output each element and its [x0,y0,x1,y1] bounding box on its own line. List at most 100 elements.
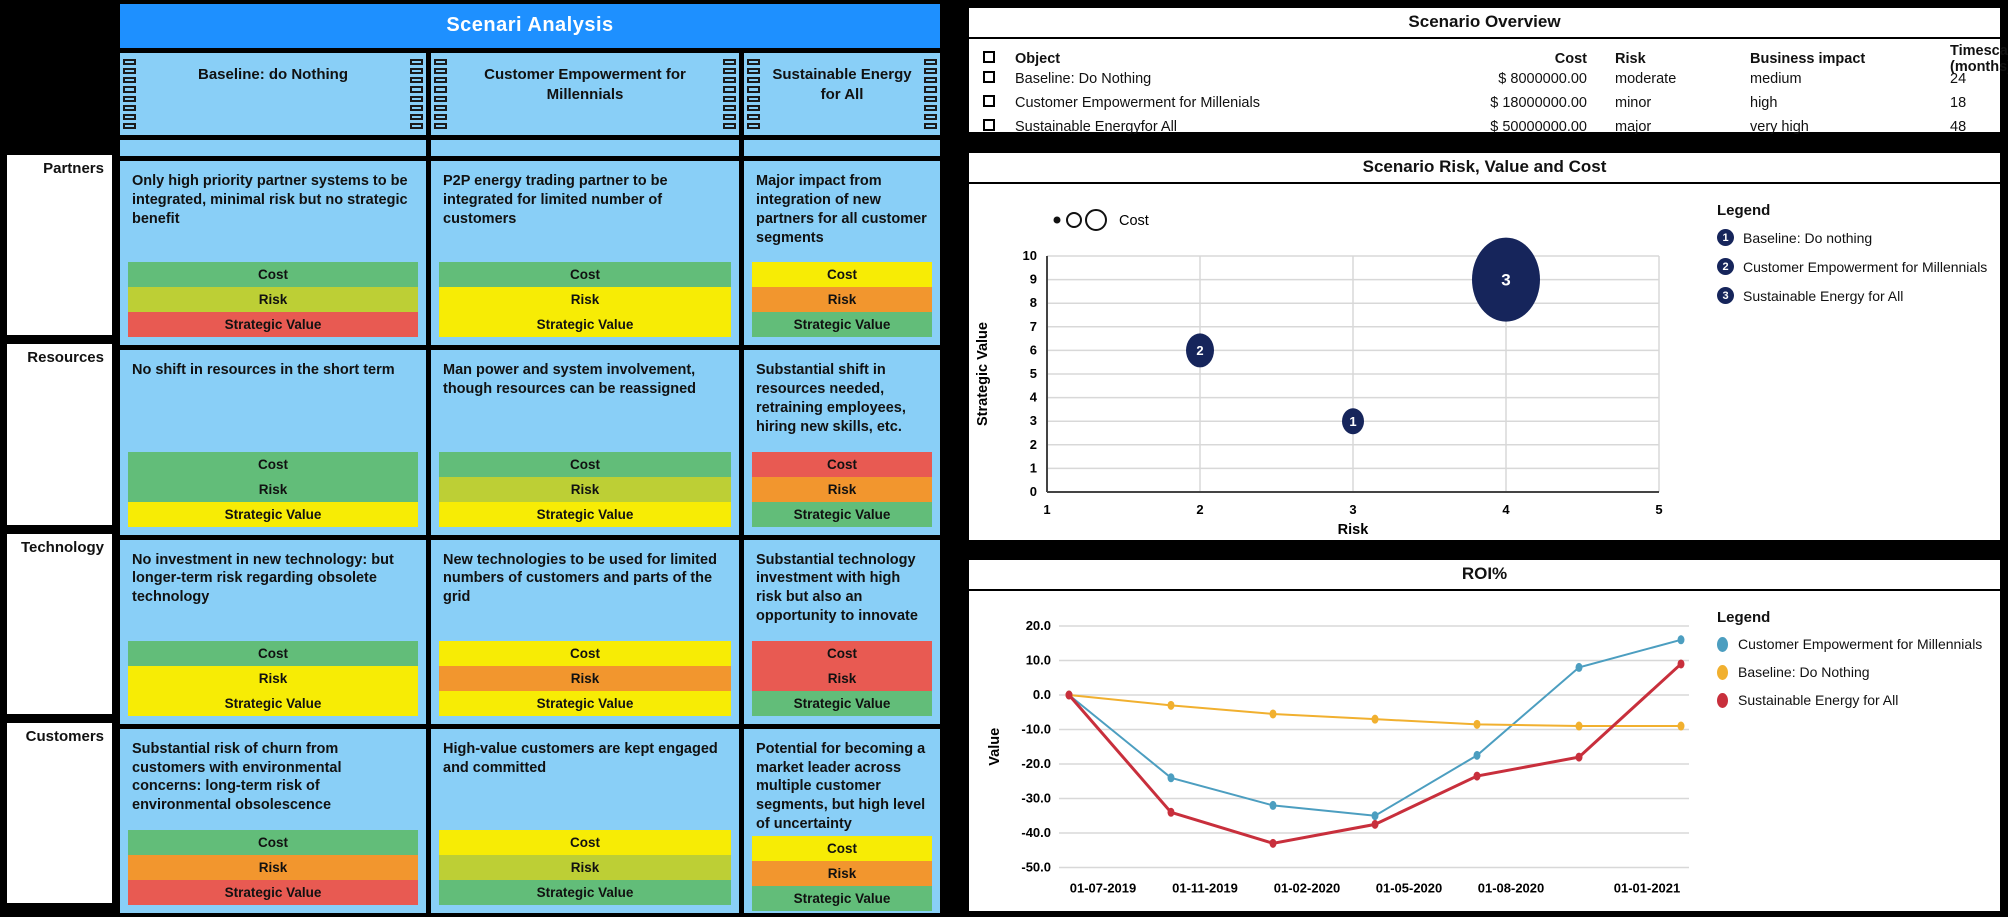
svg-text:01-05-2020: 01-05-2020 [1376,881,1443,896]
checkbox-icon[interactable] [983,95,995,107]
legend-dot-icon [1717,636,1728,652]
rating-bar-risk: Risk [128,855,418,880]
overview-cell-impact: very high [1750,119,1809,135]
scenario-cell-text: No shift in resources in the short term [132,362,395,379]
overview-row-checkbox[interactable] [983,71,1015,87]
filmstrip-hole-icon [123,68,136,75]
legend-label: Baseline: Do nothing [1743,229,1873,246]
rating-bar-risk: Risk [752,860,932,886]
rating-bar-risk: Risk [128,476,418,502]
svg-text:01-11-2019: 01-11-2019 [1172,881,1238,896]
filmstrip-hole-icon [434,113,447,120]
svg-text:-50.0: -50.0 [1021,860,1051,875]
overview-header-object: Object [1015,51,1061,67]
risk-value-cost-title: Scenario Risk, Value and Cost [969,153,2000,184]
row-label-technology: Technology [4,530,115,717]
scenario-cell-text: Substantial risk of churn from customers… [132,740,342,814]
filmstrip-hole-icon [123,86,136,93]
filmstrip-hole-icon [410,86,423,93]
rating-bar-cost: Cost [128,451,418,477]
overview-header-business-impact: Business impact [1750,51,1866,67]
filmstrip-hole-icon [747,104,760,111]
scenario-cell: Man power and system involvement, though… [431,350,739,535]
overview-row-checkbox[interactable] [983,119,1015,135]
row-label-resources: Resources [4,341,115,528]
rating-bars: Cost Risk Strategic Value [128,830,418,905]
rating-bar-risk: Risk [439,665,731,691]
svg-text:2: 2 [1196,343,1203,358]
overview-header-checkbox[interactable] [983,51,1015,67]
scenario-cell: Potential for becoming a market leader a… [744,728,940,913]
scenario-cell: Substantial risk of churn from customers… [120,728,426,913]
overview-header-row: Object Cost Risk Business impact Timescale (… [983,43,2008,75]
filmstrip-hole-icon [434,122,447,129]
filmstrip-hole-icon [123,122,136,129]
scenario-column-label: Customer Empowerment for Millennials [484,66,686,103]
overview-row-checkbox[interactable] [983,95,1015,111]
svg-text:5: 5 [1030,366,1037,381]
svg-text:3: 3 [1349,502,1356,517]
filmstrip-hole-icon [123,104,136,111]
filmstrip-hole-icon [410,122,423,129]
checkbox-icon[interactable] [983,119,995,131]
svg-text:2: 2 [1196,502,1203,517]
overview-cell-risk: moderate [1615,71,1677,87]
filmstrip-hole-icon [410,68,423,75]
scenario-column-label: Baseline: do Nothing [198,66,348,83]
bubble-point-1: 1 [1342,408,1364,435]
scenario-overview-table: Object Cost Risk Business impact Timescale (… [969,39,2008,139]
legend-label: Sustainable Energy for All [1738,692,1899,708]
rating-bar-strategic-value: Strategic Value [128,312,418,338]
overview-cell-risk: minor [1615,95,1652,111]
overview-cell-impact: medium [1750,71,1802,87]
overview-cell-risk: major [1615,119,1652,135]
spacer-row-cell [431,140,739,156]
overview-header-timescale-months-: Timescale (months) [1950,43,2008,75]
legend-number-icon: 1 [1717,229,1734,246]
svg-text:01-07-2019: 01-07-2019 [1070,881,1137,896]
svg-text:-10.0: -10.0 [1021,722,1051,737]
rating-bar-cost: Cost [128,830,418,855]
svg-text:Cost: Cost [1119,213,1149,229]
roi-legend-item: Sustainable Energy for All [1717,692,2002,708]
scenario-overview-title: Scenario Overview [969,8,2000,39]
filmstrip-hole-icon [434,59,447,66]
svg-text:10: 10 [1023,248,1037,263]
bubble-plot: Cost 0 1 2 3 4 5 6 7 8 9 10 1 2 3 4 5 Risk Strategic Value… [969,184,1709,549]
bubble-xlabel: Risk [1338,522,1370,538]
rating-bar-risk: Risk [128,665,418,691]
legend-label: Sustainable Energy for All [1743,287,1904,304]
filmstrip-icon [120,53,139,135]
svg-text:2: 2 [1030,437,1037,452]
filmstrip-icon [431,53,450,135]
svg-text:1: 1 [1030,460,1037,475]
rating-bars: Cost Risk Strategic Value [439,262,731,338]
overview-cell-cost: $ 18000000.00 [1490,95,1587,111]
overview-row: Sustainable Energyfor All $ 50000000.00 ma… [983,115,1982,139]
checkbox-icon[interactable] [983,71,995,83]
rating-bar-cost: Cost [752,451,932,477]
roi-legend-item: Customer Empowerment for Millennials [1717,636,2002,652]
rating-bars: Cost Risk Strategic Value [752,640,932,716]
scenario-cell-text: Man power and system involvement, though… [443,362,697,398]
overview-cell-object: Baseline: Do Nothing [1015,71,1152,87]
rating-bar-strategic-value: Strategic Value [128,690,418,716]
rating-bar-cost: Cost [752,640,932,666]
svg-text:9: 9 [1030,272,1037,287]
checkbox-icon[interactable] [983,51,995,63]
bubble-point-2: 2 [1186,333,1214,368]
risk-value-cost-panel: Scenario Risk, Value and Cost Cost 0 1 2 3 4 5… [966,150,2003,543]
scenario-overview-panel: Scenario Overview Object Cost Risk Business… [966,5,2008,135]
roi-legend: Legend Customer Empowerment for Millenni… [1717,609,2002,720]
bubble-legend: Legend 1 Baseline: Do nothing 2 Customer Em… [1717,202,2002,316]
filmstrip-hole-icon [924,59,937,66]
scenario-cell-text: High-value customers are kept engaged an… [443,740,718,776]
svg-text:4: 4 [1502,502,1510,517]
filmstrip-hole-icon [723,59,736,66]
rating-bar-risk: Risk [752,476,932,502]
filmstrip-hole-icon [410,104,423,111]
scenario-cell: Substantial shift in resources needed, r… [744,350,940,535]
bubble-legend-item: 2 Customer Empowerment for Millennials [1717,258,2002,275]
roi-plot: 20.0 10.0 0.0 -10.0 -20.0 -30.0 -40.0 -50.0 01-0… [969,591,1709,917]
row-label-partners: Partners [4,152,115,339]
